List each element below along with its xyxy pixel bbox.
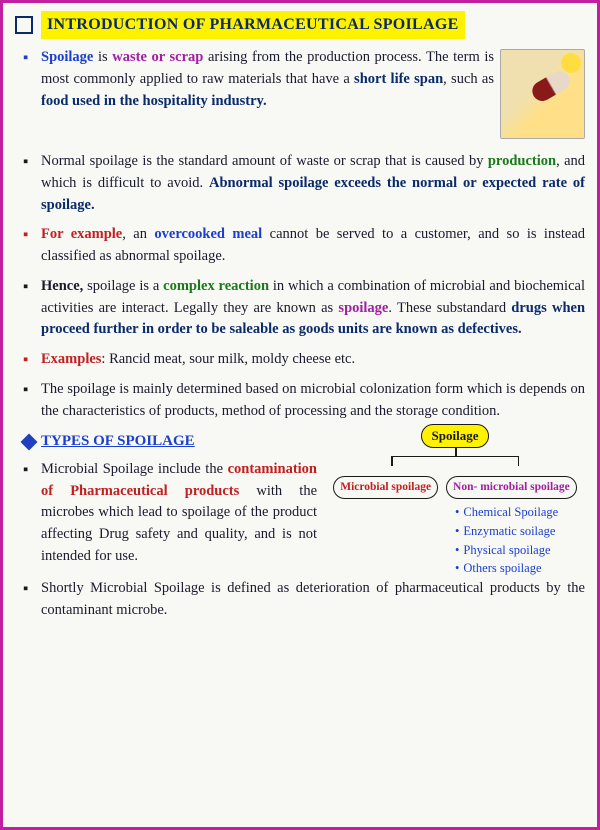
bullet-spoilage-def: Spoilage is waste or scrap arising from … (15, 47, 585, 143)
text: Microbial Spoilage include the (41, 461, 228, 477)
title-row: INTRODUCTION OF PHARMACEUTICAL SPOILAGE (15, 11, 585, 39)
text: The spoilage is mainly determined based … (41, 381, 585, 419)
bullet-examples-list: Examples: Rancid meat, sour milk, moldy … (15, 349, 585, 371)
bullet-list-3: Shortly Microbial Spoilage is defined as… (15, 578, 585, 622)
bullet-shortly: Shortly Microbial Spoilage is defined as… (15, 578, 585, 622)
bullet-microbial-def: Microbial Spoilage include the contamina… (15, 459, 585, 568)
text: food used in the hospitality industry. (41, 93, 267, 109)
bullet-hence: Hence, spoilage is a complex reaction in… (15, 276, 585, 341)
bullet-determined: The spoilage is mainly determined based … (15, 379, 585, 423)
diagram-root: Spoilage (421, 424, 490, 448)
text: spoilage (338, 300, 388, 316)
bullet-normal-abnormal: Normal spoilage is the standard amount o… (15, 151, 585, 216)
pill-icon (529, 67, 574, 104)
diamond-icon (21, 433, 38, 450)
text: , such as (443, 71, 494, 87)
section-header: TYPES OF SPOILAGE (23, 430, 317, 453)
bullet-list-2: Microbial Spoilage include the contamina… (15, 459, 585, 568)
bullet-list: Spoilage is waste or scrap arising from … (15, 47, 585, 422)
text: complex reaction (163, 278, 269, 294)
text: Shortly Microbial Spoilage is defined as… (41, 580, 585, 618)
text: . These substandard (388, 300, 511, 316)
text: , an (122, 226, 154, 242)
text: production (488, 153, 556, 169)
text: is (93, 49, 112, 65)
text: waste or scrap (112, 49, 203, 65)
text: Normal spoilage is the standard amount o… (41, 153, 488, 169)
pill-sun-image (500, 49, 585, 139)
page-title: INTRODUCTION OF PHARMACEUTICAL SPOILAGE (41, 11, 465, 39)
section-title: TYPES OF SPOILAGE (41, 430, 195, 453)
text: short life span (354, 71, 443, 87)
text: Spoilage (41, 49, 93, 65)
text: spoilage is a (83, 278, 163, 294)
text: Examples (41, 351, 101, 367)
bullet-example-meal: For example, an overcooked meal cannot b… (15, 224, 585, 268)
text: Hence, (41, 278, 83, 294)
checkbox-icon (15, 16, 33, 34)
text: : Rancid meat, sour milk, moldy cheese e… (101, 351, 355, 367)
text: For example (41, 226, 122, 242)
text: overcooked meal (154, 226, 262, 242)
